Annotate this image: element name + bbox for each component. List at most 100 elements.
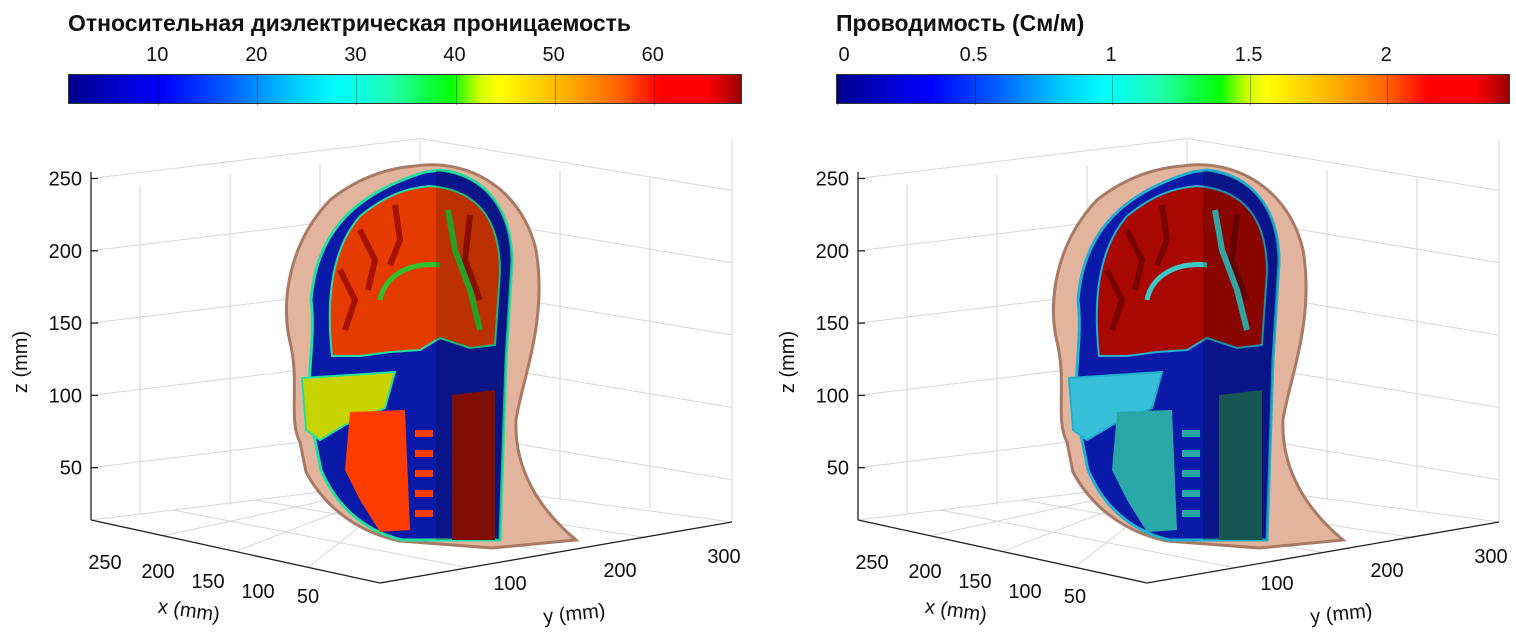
colorbar-tick-label: 0 [838,44,850,66]
tissue-neck [452,390,495,540]
x-tick-label: 250 [88,552,121,574]
z-tick-label: 200 [49,241,82,263]
tissue-sulcus [1124,228,1146,291]
colorbar-tick-label: 60 [641,44,664,66]
tissue-sulcus [1154,204,1171,267]
tissue-brain [1095,184,1269,357]
coronal-cut-shade [1203,170,1279,540]
z-tick-label: 250 [816,169,849,191]
grid-line [419,138,733,191]
x-tick-label: 250 [855,552,888,574]
x-tick-label: 50 [1064,586,1086,608]
tissue-nasal [1067,370,1164,442]
tissue-vertebra [415,450,433,457]
x-axis-label: x (mm) [157,596,222,626]
z-tick-label: 100 [49,385,82,407]
colorbar-tick [257,75,259,105]
tissue-vertebra [415,510,433,517]
colorbar-tick [356,75,358,105]
tissue-tongue [345,410,410,532]
tissue-vertebra [1182,510,1200,517]
y-axis-label: y (mm) [542,600,606,628]
colorbar-tick [653,75,655,105]
y-tick-label: 100 [493,573,526,595]
grid-line [90,138,421,179]
x-axis-label: x (mm) [924,596,989,626]
tissue-vertebra [415,470,433,477]
colorbar-tick-label: 10 [146,44,169,66]
tissue-neck [1219,390,1262,540]
tissue-sulcus [461,214,483,302]
colorbar-tick [455,75,457,105]
colorbar-permittivity [68,74,742,105]
colorbar-tick-label: 30 [344,44,367,66]
colorbar-tick-label: 0.5 [959,44,988,66]
tissue-sulcus [337,268,359,331]
colorbar-tick-label: 50 [542,44,565,66]
colorbar-tick-label: 1.5 [1234,44,1263,66]
z-tick-label: 150 [49,313,82,335]
tissue-vertebra [1182,470,1200,477]
panel-title-conductivity: Проводимость (См/м) [836,10,1085,36]
colorbar-tick [1249,75,1251,105]
tissue-sulcus [1228,214,1250,302]
y-axis [1146,521,1500,584]
tissue-vertebra [415,430,433,437]
colorbar-tick [1112,75,1114,105]
tissue-sulcus [357,228,379,291]
tissue-white-matter [445,209,483,331]
tissue-sulcus [387,204,404,267]
x-tick-label: 150 [958,571,991,593]
y-tick-label: 100 [1260,573,1293,595]
panel-title-permittivity: Относительная диэлектрическая проницаемо… [68,10,632,36]
z-axis-label: z (mm) [10,331,32,393]
x-axis [90,519,381,584]
grid-line [857,138,1188,179]
y-axis [379,521,733,584]
y-tick-label: 200 [1370,560,1403,582]
tissue-vertebra [1182,430,1200,437]
coronal-cut-shade [436,170,512,540]
grid-line [173,509,469,569]
colorbar-tick [974,75,976,105]
colorbar-conductivity [836,74,1510,105]
tissue-vertebra [415,490,433,497]
tissue-white-matter [377,262,441,301]
grid-line [940,509,1236,569]
tissue-nasal [300,370,397,442]
z-tick-label: 150 [816,313,849,335]
tissue-brain [328,184,502,357]
z-tick-label: 100 [816,385,849,407]
colorbar-tick [1387,75,1389,105]
colorbar-tick-label: 1 [1105,44,1117,66]
x-tick-label: 200 [141,561,174,583]
y-tick-label: 300 [707,546,740,568]
grid-line [1186,138,1500,191]
z-axis-label: z (mm) [777,331,799,393]
x-tick-label: 200 [908,561,941,583]
z-tick-label: 250 [49,169,82,191]
z-tick-label: 50 [827,458,849,480]
plot-panel-2: 250 200 150 100 50 250 200 150 100 50 100 200 300 x (… [777,138,1508,628]
tissue-vertebra [1182,450,1200,457]
x-tick-label: 150 [191,571,224,593]
x-axis [857,519,1148,584]
tissue-white-matter [1144,262,1208,301]
z-tick-label: 50 [60,458,82,480]
colorbar-tick-label: 40 [443,44,466,66]
x-tick-label: 50 [297,586,319,608]
z-tick-label: 200 [816,241,849,263]
y-axis-label: y (mm) [1309,600,1373,628]
y-tick-label: 300 [1474,546,1507,568]
colorbar-tick [554,75,556,105]
plot-panel-1: 250 200 150 100 50 250 200 150 100 50 100 200 300 x (… [10,138,741,628]
colorbar-tick-label: 20 [245,44,268,66]
y-tick-label: 200 [603,560,636,582]
tissue-tongue [1112,410,1177,532]
colorbar-tick [158,75,160,105]
tissue-sulcus [1104,268,1126,331]
tissue-white-matter [1212,209,1250,331]
colorbar-tick [837,75,838,105]
x-tick-label: 100 [241,581,274,603]
